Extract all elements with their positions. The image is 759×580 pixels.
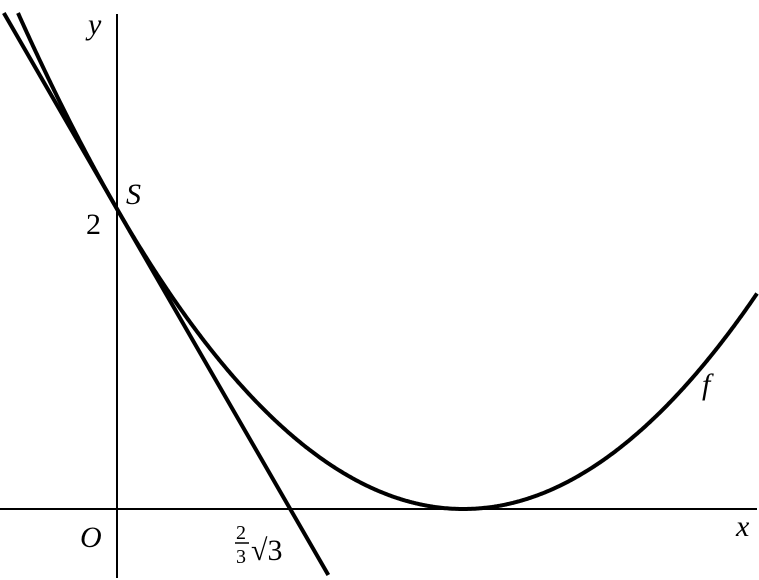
point-s-label: S	[126, 178, 141, 211]
fraction-denominator: 3	[236, 546, 246, 568]
origin-label: O	[80, 521, 102, 554]
y-value-label: 2	[86, 208, 101, 241]
fraction-numerator: 2	[236, 522, 246, 544]
x-axis-label: x	[735, 510, 750, 543]
sqrt-three: √3	[251, 534, 282, 567]
y-axis-label: y	[85, 8, 102, 41]
curve-label: f	[702, 368, 714, 401]
x-intercept-label: 2 3 √3	[235, 522, 282, 568]
curve-f	[16, 12, 759, 511]
tangent-line	[2, 11, 331, 577]
